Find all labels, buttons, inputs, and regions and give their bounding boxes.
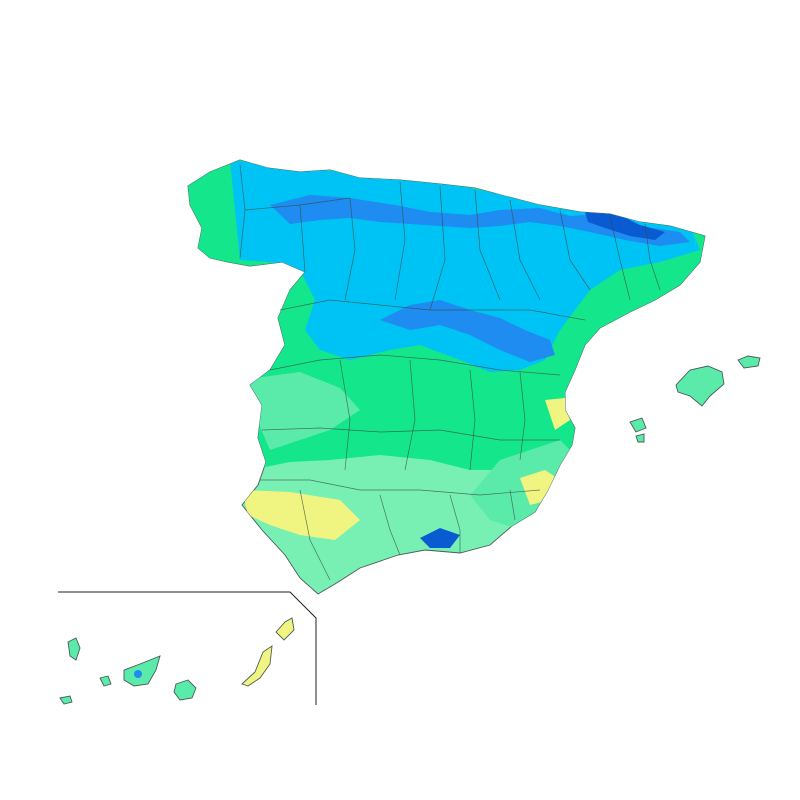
fuerteventura [241, 645, 273, 687]
el-hierro [59, 695, 73, 705]
zone-blue-central [380, 300, 555, 362]
zone-deep-blue [585, 210, 665, 240]
province-borders [239, 164, 661, 581]
la-palma [67, 637, 81, 661]
balearic-islands [629, 355, 761, 443]
menorca [737, 355, 761, 369]
zone-deep-blue-south [420, 528, 460, 548]
mainland-spain [187, 159, 706, 595]
zone-yellow-valencia [545, 398, 570, 430]
teide-peak [134, 670, 142, 678]
zone-blue-cantabrian [270, 195, 690, 246]
ibiza [629, 417, 647, 433]
mallorca [675, 365, 725, 407]
lanzarote [275, 617, 295, 641]
zone-yellow-sw [242, 490, 360, 540]
la-gomera [99, 675, 112, 687]
zone-light-green [240, 372, 360, 450]
gran-canaria [173, 679, 197, 701]
inset-frame [58, 591, 317, 705]
formentera [635, 433, 645, 443]
tenerife [123, 655, 161, 687]
canary-islands-inset [58, 591, 317, 705]
